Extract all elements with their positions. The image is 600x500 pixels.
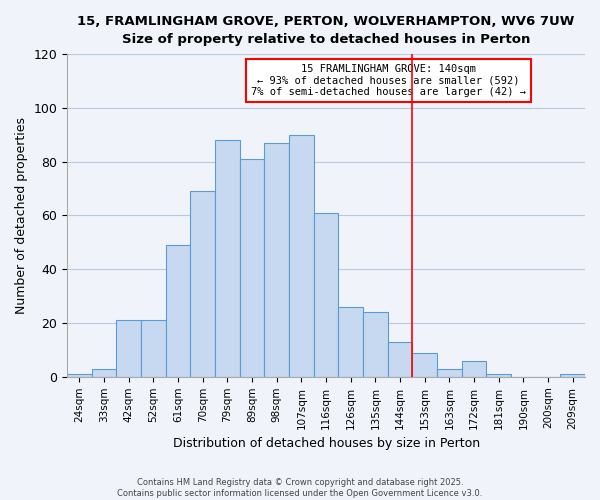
Bar xyxy=(487,374,511,377)
Bar xyxy=(215,140,240,377)
Bar xyxy=(265,143,289,377)
Bar xyxy=(116,320,141,377)
Title: 15, FRAMLINGHAM GROVE, PERTON, WOLVERHAMPTON, WV6 7UW
Size of property relative : 15, FRAMLINGHAM GROVE, PERTON, WOLVERHAM… xyxy=(77,15,575,46)
Bar xyxy=(141,320,166,377)
Bar xyxy=(338,307,363,377)
Text: 15 FRAMLINGHAM GROVE: 140sqm
← 93% of detached houses are smaller (592)
7% of se: 15 FRAMLINGHAM GROVE: 140sqm ← 93% of de… xyxy=(251,64,526,97)
Text: Contains HM Land Registry data © Crown copyright and database right 2025.
Contai: Contains HM Land Registry data © Crown c… xyxy=(118,478,482,498)
Bar xyxy=(462,360,487,377)
Bar xyxy=(388,342,412,377)
Bar xyxy=(363,312,388,377)
Y-axis label: Number of detached properties: Number of detached properties xyxy=(15,117,28,314)
Bar xyxy=(240,159,265,377)
Bar xyxy=(560,374,585,377)
Bar xyxy=(437,369,462,377)
Bar xyxy=(92,369,116,377)
Bar xyxy=(412,352,437,377)
Bar xyxy=(166,245,190,377)
Bar xyxy=(314,213,338,377)
Bar xyxy=(67,374,92,377)
Bar xyxy=(289,135,314,377)
Bar xyxy=(190,192,215,377)
X-axis label: Distribution of detached houses by size in Perton: Distribution of detached houses by size … xyxy=(173,437,479,450)
